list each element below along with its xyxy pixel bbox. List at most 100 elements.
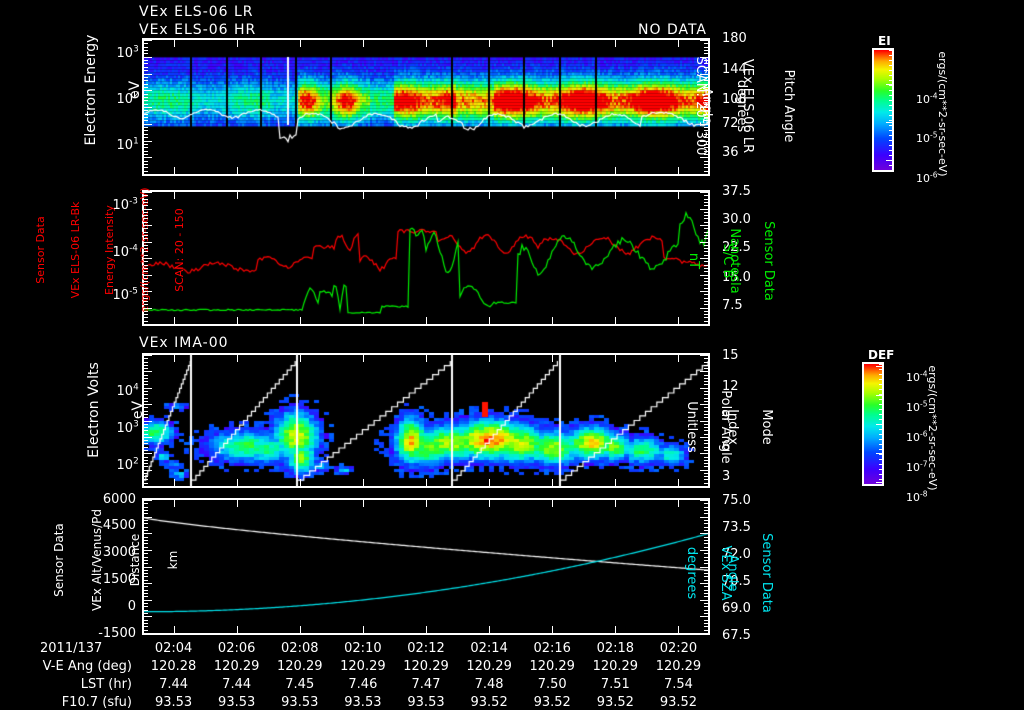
axis-tick-minor bbox=[144, 300, 148, 302]
axis-tick-minor bbox=[144, 459, 148, 461]
axis-tick-minor bbox=[700, 307, 708, 309]
axis-tick-minor bbox=[144, 160, 148, 162]
axis-tick-minor bbox=[704, 609, 708, 611]
colorbar-tick-minor bbox=[889, 140, 893, 141]
axis-tick-minor bbox=[144, 228, 148, 230]
axis-tick-minor bbox=[144, 307, 152, 309]
axis-tick-minor bbox=[144, 523, 148, 525]
axis-tick-minor bbox=[144, 150, 148, 152]
axis-tick-minor bbox=[704, 221, 708, 223]
f107-value: 93.53 bbox=[344, 695, 382, 710]
f107-value: 93.52 bbox=[596, 695, 634, 710]
axis-tick-minor bbox=[704, 198, 708, 200]
axis-tick-minor bbox=[144, 140, 152, 142]
axis-tick-minor bbox=[704, 519, 708, 521]
axis-tick-minor bbox=[144, 613, 148, 615]
axis-tick-minor bbox=[144, 500, 152, 501]
ve-ang-value: 120.29 bbox=[403, 659, 449, 674]
axis-tick bbox=[362, 167, 364, 174]
axis-tick bbox=[615, 317, 617, 324]
axis-tick-minor bbox=[704, 589, 708, 591]
axis-tick-minor bbox=[144, 368, 148, 370]
axis-tick-minor bbox=[144, 153, 148, 155]
axis-tick bbox=[426, 192, 427, 199]
colorbar-tick-minor bbox=[879, 474, 883, 475]
axis-tick-minor bbox=[144, 543, 148, 545]
axis-tick-minor bbox=[144, 599, 152, 601]
axis-tick-minor bbox=[144, 50, 148, 52]
axis-tick-minor bbox=[144, 66, 148, 68]
panel2-rtick-225: 22.5 bbox=[722, 240, 751, 255]
axis-tick-minor bbox=[704, 543, 708, 545]
colorbar-tick-minor bbox=[879, 364, 883, 365]
axis-tick-minor bbox=[144, 469, 152, 471]
axis-tick-minor bbox=[700, 123, 708, 125]
axis-tick-minor bbox=[700, 107, 708, 108]
axis-tick-minor bbox=[144, 86, 148, 88]
axis-tick-minor bbox=[704, 430, 708, 432]
axis-tick-minor bbox=[704, 506, 708, 508]
axis-tick-minor bbox=[704, 248, 708, 250]
axis-tick-minor bbox=[144, 397, 148, 399]
axis-tick-minor bbox=[144, 566, 152, 568]
axis-tick-minor bbox=[704, 195, 708, 197]
panel3-rtick-3: 3 bbox=[722, 469, 731, 484]
axis-tick-minor bbox=[704, 443, 708, 445]
colorbar-tick-minor bbox=[889, 110, 893, 111]
axis-tick-minor bbox=[144, 60, 148, 62]
axis-tick-minor bbox=[144, 56, 152, 58]
axis-tick-minor bbox=[704, 482, 708, 484]
axis-tick-minor bbox=[144, 463, 148, 465]
axis-tick-minor bbox=[700, 583, 708, 585]
axis-tick-minor bbox=[704, 410, 708, 412]
axis-tick bbox=[489, 167, 491, 174]
colorbar-ei-units: ergs/(cm**2-sr-sec-eV) bbox=[936, 51, 949, 177]
colorbar-tick-minor bbox=[889, 105, 893, 106]
axis-tick bbox=[552, 40, 554, 47]
axis-tick-minor bbox=[700, 436, 708, 438]
axis-tick-minor bbox=[704, 559, 708, 561]
panel3-ytick-1e4: 104 bbox=[116, 382, 139, 399]
axis-tick-minor bbox=[704, 284, 708, 286]
axis-tick-minor bbox=[704, 201, 708, 203]
panel3-plot-frame bbox=[142, 353, 710, 488]
axis-tick-minor bbox=[144, 314, 148, 316]
axis-tick-minor bbox=[144, 519, 148, 521]
panel4-right-line-angle: Angle bbox=[724, 554, 740, 592]
axis-tick-minor bbox=[704, 254, 708, 256]
axis-tick-minor bbox=[144, 526, 148, 528]
panel2-plot-frame bbox=[142, 190, 710, 326]
axis-tick-minor bbox=[144, 629, 148, 631]
axis-tick-minor bbox=[704, 205, 708, 207]
axis-tick-minor bbox=[704, 563, 708, 565]
axis-tick bbox=[299, 192, 301, 199]
axis-tick-minor bbox=[144, 377, 148, 379]
axis-tick-minor bbox=[144, 553, 148, 555]
axis-tick-minor bbox=[700, 616, 708, 618]
colorbar-tick-minor bbox=[879, 439, 883, 440]
colorbar-tick-minor bbox=[879, 389, 883, 390]
axis-tick-minor bbox=[144, 509, 148, 511]
colorbar-tick-minor bbox=[879, 454, 883, 455]
axis-tick bbox=[678, 317, 680, 324]
axis-tick bbox=[615, 192, 617, 199]
panel3-right-line-index: Index bbox=[724, 409, 740, 445]
axis-tick bbox=[552, 626, 554, 633]
axis-tick bbox=[678, 40, 680, 47]
axis-tick-minor bbox=[704, 391, 708, 393]
axis-tick bbox=[173, 626, 175, 633]
axis-tick-minor bbox=[144, 453, 152, 455]
axis-tick-minor bbox=[704, 147, 708, 149]
time-label: 02:18 bbox=[596, 641, 635, 656]
colorbar-ei bbox=[872, 48, 894, 172]
axis-tick-minor bbox=[700, 90, 708, 92]
axis-tick-minor bbox=[144, 63, 148, 65]
axis-tick-minor bbox=[704, 456, 708, 458]
axis-tick-minor bbox=[704, 384, 708, 386]
panel2-right-line-nanotesla: Nanotesla bbox=[726, 228, 742, 294]
axis-tick-minor bbox=[144, 417, 148, 419]
axis-tick-minor bbox=[144, 391, 148, 393]
axis-tick bbox=[236, 40, 238, 47]
axis-tick-minor bbox=[700, 469, 708, 471]
